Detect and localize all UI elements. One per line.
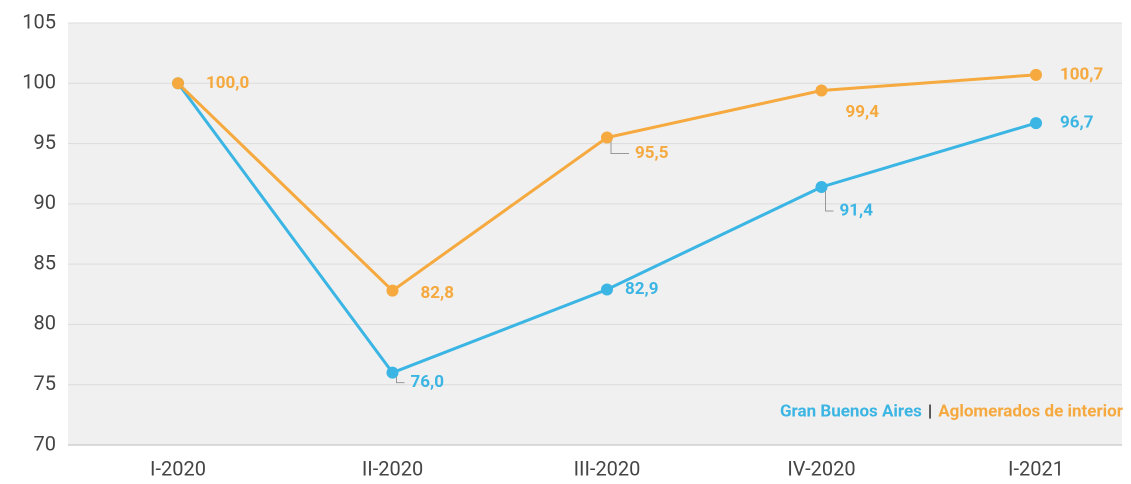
data-point (386, 284, 399, 297)
leader-line (825, 190, 834, 212)
x-tick-label: II-2020 (362, 456, 423, 480)
data-point (386, 366, 399, 379)
leader-line (396, 376, 405, 384)
plot-background (68, 23, 1122, 445)
x-tick-label: I-2021 (1008, 456, 1064, 480)
legend-separator: | (928, 401, 932, 421)
y-tick-label: 85 (34, 250, 56, 274)
y-tick-label: 90 (34, 190, 56, 214)
data-point (172, 77, 184, 90)
y-tick-label: 70 (34, 431, 56, 455)
value-label: 99,4 (846, 102, 880, 122)
x-tick-label: I-2020 (150, 456, 206, 480)
data-point (815, 180, 828, 193)
data-point (601, 283, 613, 296)
value-label: 76,0 (411, 372, 444, 392)
leader-line (610, 141, 629, 155)
value-label: 82,9 (625, 279, 658, 299)
x-tick-label: IV-2020 (787, 456, 855, 480)
data-point (1030, 117, 1042, 130)
value-label: 95,5 (635, 143, 669, 163)
data-point (1030, 68, 1042, 81)
x-tick-label: III-2020 (574, 456, 641, 480)
y-tick-label: 100 (22, 70, 56, 94)
y-tick-label: 105 (22, 9, 56, 33)
legend-entry: Gran Buenos Aires (780, 401, 922, 421)
value-label: 96,7 (1060, 113, 1094, 133)
value-label: 100,0 (206, 73, 249, 93)
y-tick-label: 75 (34, 371, 56, 395)
y-tick-label: 95 (34, 130, 56, 154)
data-point (601, 131, 613, 144)
value-label: 82,8 (421, 283, 454, 303)
data-point (815, 84, 828, 97)
legend-entry: Aglomerados de interior (938, 401, 1124, 421)
value-label: 100,7 (1060, 64, 1103, 84)
y-tick-label: 80 (34, 311, 56, 335)
value-label: 91,4 (840, 200, 874, 220)
